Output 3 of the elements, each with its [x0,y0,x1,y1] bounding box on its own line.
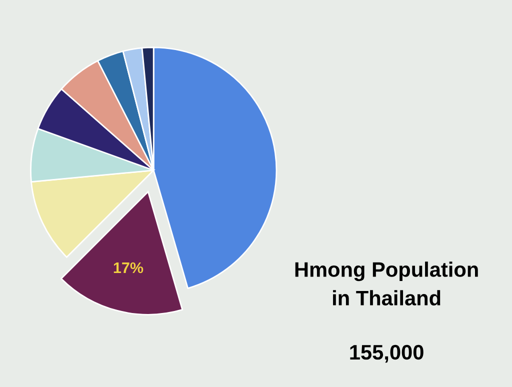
text: Hmong Population in Thailand [295,262,478,306]
text: 155,000 [350,344,424,363]
data-label: 17% [114,262,144,274]
